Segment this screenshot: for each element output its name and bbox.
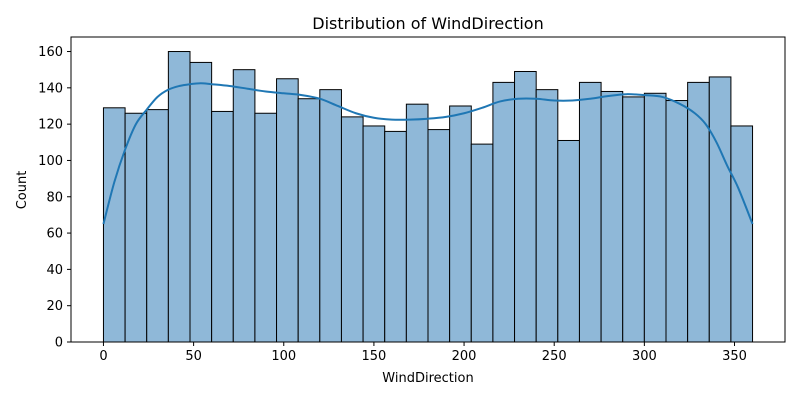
histogram-bar	[340, 116, 364, 343]
histogram-bar	[319, 89, 342, 343]
histogram-bar	[535, 89, 559, 343]
chart-title: Distribution of WindDirection	[312, 14, 543, 33]
y-tick-label: 120	[38, 118, 63, 133]
histogram-bar	[557, 139, 580, 343]
histogram-bar	[211, 110, 234, 343]
x-tick-label: 350	[722, 349, 747, 364]
y-tick-label: 20	[46, 299, 63, 314]
histogram-bar	[167, 51, 191, 343]
histogram-bar	[362, 125, 386, 343]
y-tick-label: 100	[38, 154, 63, 169]
histogram-bar	[470, 143, 494, 343]
histogram-bar	[622, 96, 645, 343]
histogram-bar	[600, 90, 624, 343]
x-tick-label: 200	[452, 349, 477, 364]
histogram-bar	[232, 69, 256, 343]
plot-frame	[70, 36, 786, 343]
x-axis: 0 50 100 150 200 250 300 350	[99, 342, 747, 364]
histogram-bar	[687, 81, 710, 343]
x-axis-label: WindDirection	[382, 371, 473, 386]
histogram-bar	[146, 109, 169, 343]
histogram-bar	[124, 112, 148, 343]
histogram-bar	[102, 107, 126, 343]
histogram-bar	[665, 100, 689, 343]
y-tick-label: 160	[38, 45, 63, 60]
histogram-bar	[189, 61, 213, 343]
y-tick-label: 140	[38, 81, 63, 96]
y-tick-label: 40	[46, 263, 63, 278]
y-tick-label: 60	[46, 227, 63, 242]
y-tick-label: 80	[46, 190, 63, 205]
histogram-bar	[578, 81, 602, 343]
histogram-bar	[297, 98, 321, 343]
histogram-bar	[514, 70, 537, 343]
histogram-bar	[384, 130, 407, 343]
histogram-bar	[254, 112, 278, 343]
histogram-bar	[427, 129, 451, 343]
histogram-bar	[492, 81, 516, 343]
y-axis: 0 20 40 60 80 100 120 140 160	[38, 45, 71, 351]
histogram-bar	[643, 92, 667, 343]
x-tick-label: 250	[542, 349, 567, 364]
histogram-bars	[102, 51, 754, 343]
histogram-bar	[405, 103, 429, 343]
histogram-bar	[730, 125, 754, 343]
x-tick-label: 150	[361, 349, 386, 364]
x-tick-label: 100	[271, 349, 296, 364]
x-tick-label: 0	[99, 349, 107, 364]
y-tick-label: 0	[55, 336, 63, 351]
histogram-bar	[276, 78, 299, 343]
histogram-bar	[449, 105, 472, 343]
x-tick-label: 50	[185, 349, 202, 364]
kde-curve	[102, 82, 754, 225]
x-tick-label: 300	[632, 349, 657, 364]
histogram-bar	[708, 76, 732, 343]
y-axis-label: Count	[15, 171, 30, 210]
